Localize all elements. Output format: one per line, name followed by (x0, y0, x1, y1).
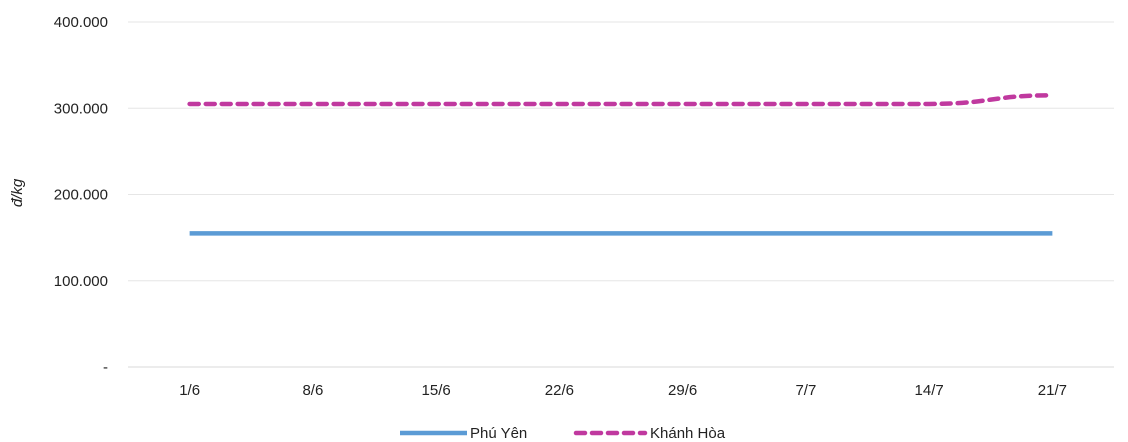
x-tick-label: 21/7 (1038, 382, 1067, 399)
x-tick-label: 22/6 (545, 382, 574, 399)
x-tick-label: 14/7 (915, 382, 944, 399)
y-tick-label: 200.000 (54, 187, 108, 204)
y-tick-label: 400.000 (54, 14, 108, 31)
series-line-1 (187, 93, 1055, 107)
y-tick-label: 100.000 (54, 273, 108, 290)
y-tick-label: 300.000 (54, 100, 108, 117)
y-tick-labels: - 100.000 200.000 300.000 400.000 (54, 14, 108, 376)
x-tick-labels: 1/6 8/6 15/6 22/6 29/6 7/7 14/7 21/7 (179, 382, 1067, 399)
legend-label: Khánh Hòa (650, 425, 726, 442)
y-tick-label: - (103, 359, 108, 376)
series-lines (187, 93, 1055, 236)
x-tick-label: 7/7 (795, 382, 816, 399)
y-axis-label: đ/kg (9, 178, 26, 207)
gridlines (128, 21, 1114, 282)
x-tick-label: 1/6 (179, 382, 200, 399)
x-tick-label: 29/6 (668, 382, 697, 399)
legend: Phú Yên Khánh Hòa (400, 425, 726, 442)
x-tick-label: 8/6 (302, 382, 323, 399)
x-tick-label: 15/6 (422, 382, 451, 399)
legend-label: Phú Yên (470, 425, 527, 442)
